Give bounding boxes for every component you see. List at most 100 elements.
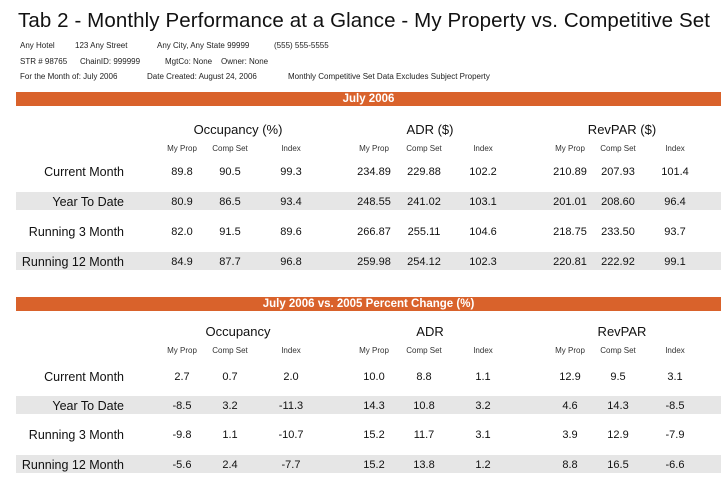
table-cell: 99.3 xyxy=(280,166,302,178)
table-cell: 89.8 xyxy=(171,166,193,178)
column-header: Index xyxy=(473,346,493,355)
row-label: Running 3 Month xyxy=(28,225,124,239)
table-cell: -5.6 xyxy=(172,459,192,471)
table-cell: 15.2 xyxy=(363,429,385,441)
chain-id: ChainID: 999999 xyxy=(80,57,141,66)
table-cell: 103.1 xyxy=(469,196,497,208)
row-band xyxy=(16,455,721,473)
row-label: Current Month xyxy=(44,165,124,179)
table-cell: 86.5 xyxy=(219,196,241,208)
row-label: Running 12 Month xyxy=(21,255,124,269)
table-cell: 89.6 xyxy=(280,226,302,238)
table-cell: 241.02 xyxy=(407,196,441,208)
table-cell: 84.9 xyxy=(171,256,193,268)
table-cell: -8.5 xyxy=(172,400,192,412)
table-cell: 222.92 xyxy=(601,256,635,268)
table-cell: 102.3 xyxy=(469,256,497,268)
column-header: My Prop xyxy=(167,144,197,153)
row-label: Year To Date xyxy=(52,399,124,413)
table-cell: 4.6 xyxy=(562,400,578,412)
row-label: Year To Date xyxy=(52,195,124,209)
column-header: Index xyxy=(281,346,301,355)
table-cell: -7.9 xyxy=(665,429,685,441)
table-cell: 14.3 xyxy=(363,400,385,412)
table-cell: 1.1 xyxy=(475,371,491,383)
hotel-city: Any City, Any State 99999 xyxy=(157,41,250,50)
group-header: RevPAR ($) xyxy=(587,122,657,137)
table-cell: 255.11 xyxy=(407,226,441,238)
table-cell: 96.4 xyxy=(664,196,686,208)
table-cell: 101.4 xyxy=(661,166,689,178)
table-cell: 1.1 xyxy=(222,429,238,441)
table-cell: 220.81 xyxy=(553,256,587,268)
table-cell: 3.1 xyxy=(667,371,683,383)
group-header: ADR xyxy=(416,324,444,339)
row-band xyxy=(16,192,721,210)
table-cell: 91.5 xyxy=(219,226,241,238)
table-cell: 208.60 xyxy=(601,196,635,208)
group-header: RevPAR xyxy=(597,324,647,339)
table-cell: 248.55 xyxy=(357,196,391,208)
row-band xyxy=(16,252,721,270)
table-cell: 10.0 xyxy=(363,371,385,383)
table-cell: 93.7 xyxy=(664,226,686,238)
table-cell: 12.9 xyxy=(559,371,581,383)
table-cell: 87.7 xyxy=(219,256,241,268)
table-cell: 8.8 xyxy=(562,459,578,471)
column-header: Comp Set xyxy=(406,144,442,153)
management-company: MgtCo: None xyxy=(165,57,213,66)
report-month: For the Month of: July 2006 xyxy=(20,72,118,81)
table-cell: 2.7 xyxy=(174,371,190,383)
row-label: Running 3 Month xyxy=(28,428,124,442)
row-label: Current Month xyxy=(44,370,124,384)
column-header: My Prop xyxy=(359,144,389,153)
table-cell: 2.0 xyxy=(283,371,299,383)
table-cell: 207.93 xyxy=(601,166,635,178)
table-cell: 80.9 xyxy=(171,196,193,208)
table-cell: -9.8 xyxy=(172,429,192,441)
column-header: Index xyxy=(281,144,301,153)
table-cell: 0.7 xyxy=(222,371,238,383)
table-cell: 8.8 xyxy=(416,371,432,383)
column-header: My Prop xyxy=(167,346,197,355)
group-header: ADR ($) xyxy=(406,122,454,137)
hotel-phone: (555) 555-5555 xyxy=(274,41,329,50)
column-header: Comp Set xyxy=(212,346,248,355)
column-header: Comp Set xyxy=(600,144,636,153)
table-cell: -8.5 xyxy=(665,400,685,412)
table-cell: -6.6 xyxy=(665,459,685,471)
table-cell: 3.9 xyxy=(562,429,578,441)
owner: Owner: None xyxy=(221,57,269,66)
column-header: Index xyxy=(473,144,493,153)
table-cell: 2.4 xyxy=(222,459,238,471)
group-header: Occupancy (%) xyxy=(193,122,283,137)
section-banner: July 2006 vs. 2005 Percent Change (%) xyxy=(16,297,721,311)
table-cell: 259.98 xyxy=(357,256,391,268)
table-cell: 229.88 xyxy=(407,166,441,178)
table-cell: 15.2 xyxy=(363,459,385,471)
column-header: My Prop xyxy=(555,346,585,355)
table-cell: 266.87 xyxy=(357,226,391,238)
table-cell: 16.5 xyxy=(607,459,629,471)
table-cell: 99.1 xyxy=(664,256,686,268)
hotel-name: Any Hotel xyxy=(20,41,55,50)
table-cell: 14.3 xyxy=(607,400,629,412)
table-cell: 82.0 xyxy=(171,226,193,238)
table-cell: 12.9 xyxy=(607,429,629,441)
section-banner: July 2006 xyxy=(16,92,721,106)
table-cell: 104.6 xyxy=(469,226,497,238)
table-cell: 13.8 xyxy=(413,459,435,471)
row-label: Running 12 Month xyxy=(21,458,124,472)
table-cell: 233.50 xyxy=(601,226,635,238)
column-header: My Prop xyxy=(359,346,389,355)
table-cell: 1.2 xyxy=(475,459,491,471)
table-cell: 218.75 xyxy=(553,226,587,238)
table-cell: 11.7 xyxy=(413,429,435,441)
table-cell: -7.7 xyxy=(281,459,301,471)
table-cell: 3.2 xyxy=(222,400,238,412)
table-cell: 210.89 xyxy=(553,166,587,178)
comp-set-note: Monthly Competitive Set Data Excludes Su… xyxy=(288,72,490,81)
column-header: Index xyxy=(665,346,685,355)
table-cell: 9.5 xyxy=(610,371,626,383)
table-cell: 10.8 xyxy=(413,400,435,412)
